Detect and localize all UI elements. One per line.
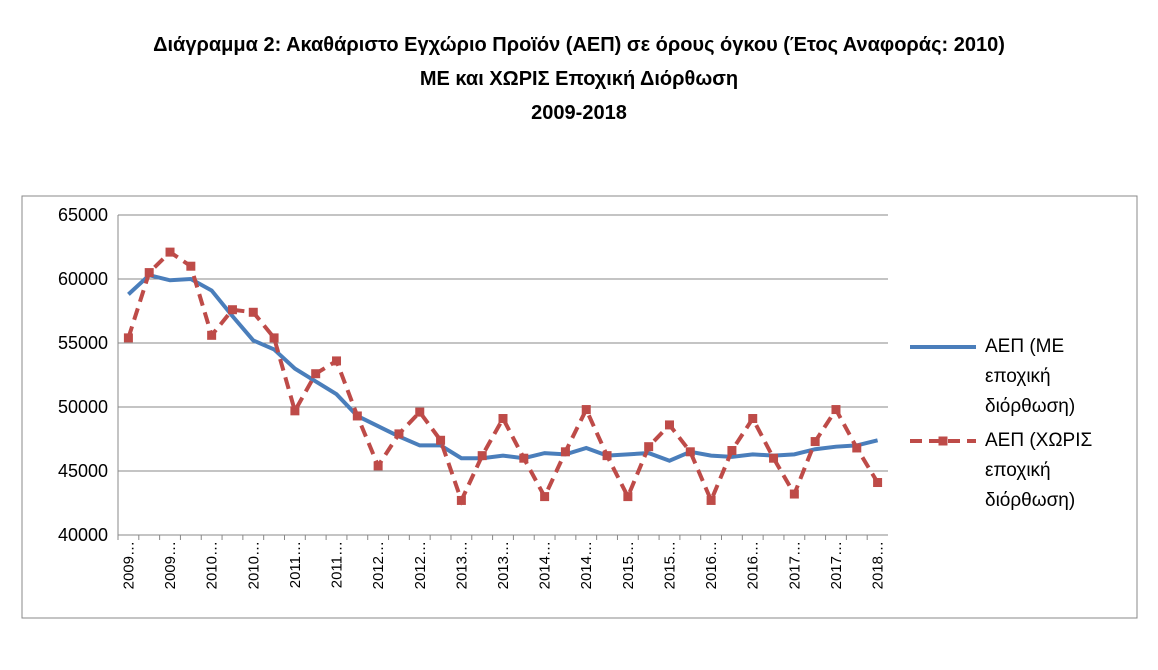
series-line bbox=[126, 249, 880, 506]
x-tick-label: 2016… bbox=[745, 541, 762, 589]
marker bbox=[227, 305, 237, 315]
marker bbox=[352, 411, 362, 421]
legend-marker bbox=[938, 436, 948, 446]
y-tick-label: 55000 bbox=[58, 333, 108, 353]
marker bbox=[332, 356, 342, 366]
y-tick-label: 65000 bbox=[58, 205, 108, 225]
marker bbox=[685, 447, 695, 457]
marker bbox=[789, 489, 799, 499]
x-tick-label: 2015… bbox=[661, 541, 678, 589]
x-tick-label: 2011… bbox=[329, 541, 346, 588]
y-tick-label: 45000 bbox=[58, 461, 108, 481]
x-tick-label: 2016… bbox=[703, 541, 720, 589]
y-tick-label: 50000 bbox=[58, 397, 108, 417]
marker bbox=[373, 461, 383, 471]
x-tick-label: 2014… bbox=[578, 541, 595, 589]
marker bbox=[748, 414, 758, 424]
x-tick-label: 2012… bbox=[370, 541, 387, 589]
y-tick-label: 40000 bbox=[58, 525, 108, 545]
marker bbox=[602, 451, 612, 461]
marker bbox=[581, 405, 591, 415]
marker bbox=[290, 406, 300, 416]
marker bbox=[394, 429, 404, 439]
x-tick-label: 2018… bbox=[870, 541, 887, 589]
marker bbox=[519, 453, 529, 463]
marker bbox=[477, 451, 487, 461]
marker bbox=[311, 369, 321, 379]
marker bbox=[623, 492, 633, 502]
marker bbox=[831, 405, 841, 415]
marker bbox=[207, 330, 217, 340]
x-tick-label: 2009… bbox=[120, 541, 137, 589]
marker bbox=[123, 333, 133, 343]
marker bbox=[498, 414, 508, 424]
marker bbox=[186, 261, 196, 271]
x-tick-label: 2010… bbox=[245, 541, 262, 589]
legend-label: ΑΕΠ (ΜΕ εποχική διόρθωση) bbox=[985, 336, 1076, 417]
marker bbox=[248, 307, 258, 317]
x-tick-label: 2013… bbox=[495, 541, 512, 589]
y-tick-label: 60000 bbox=[58, 269, 108, 289]
legend-label: ΑΕΠ (ΧΩΡΙΣ εποχική διόρθωση) bbox=[985, 430, 1093, 511]
chart-subtitle: ΜΕ και ΧΩΡΙΣ Εποχική Διόρθωση bbox=[419, 68, 739, 90]
x-tick-label: 2015… bbox=[620, 541, 637, 589]
series-line bbox=[127, 272, 879, 463]
marker bbox=[269, 333, 279, 343]
chart-title: Διάγραμμα 2: Ακαθάριστο Εγχώριο Προϊόν (… bbox=[153, 34, 1005, 56]
x-tick-label: 2013… bbox=[453, 541, 470, 589]
marker bbox=[540, 492, 550, 502]
x-tick-label: 2009… bbox=[162, 541, 179, 589]
marker bbox=[852, 443, 862, 453]
x-tick-label: 2017… bbox=[828, 541, 845, 589]
x-tick-label: 2012… bbox=[412, 541, 429, 589]
x-tick-label: 2011… bbox=[287, 541, 304, 588]
chart-frame bbox=[21, 195, 1138, 619]
marker bbox=[769, 453, 779, 463]
marker bbox=[644, 442, 654, 452]
x-tick-label: 2017… bbox=[786, 541, 803, 589]
marker bbox=[810, 437, 820, 447]
marker bbox=[144, 268, 154, 278]
marker bbox=[436, 435, 446, 445]
marker bbox=[560, 447, 570, 457]
marker bbox=[727, 446, 737, 456]
marker bbox=[415, 407, 425, 417]
marker bbox=[873, 478, 883, 488]
x-tick-label: 2014… bbox=[537, 541, 554, 589]
marker bbox=[165, 247, 175, 257]
marker bbox=[456, 495, 466, 505]
marker bbox=[706, 495, 716, 505]
marker bbox=[664, 420, 674, 430]
x-tick-label: 2010… bbox=[204, 541, 221, 589]
chart-period: 2009-2018 bbox=[531, 102, 627, 124]
